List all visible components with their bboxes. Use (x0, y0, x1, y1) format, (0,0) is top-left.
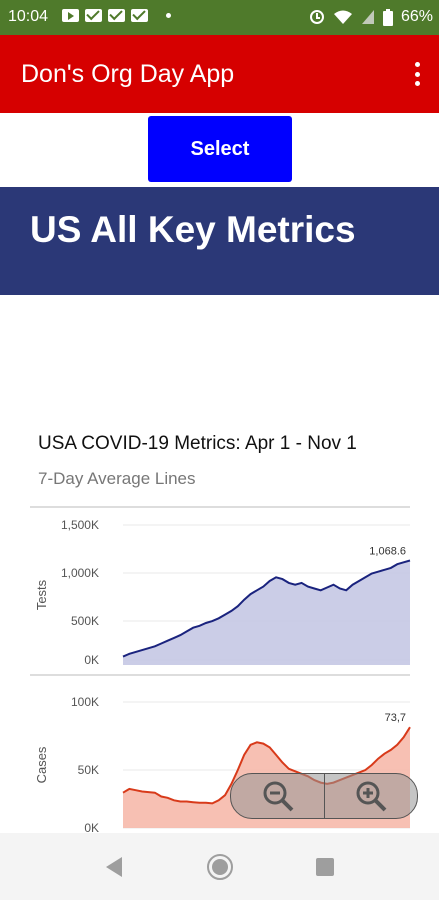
battery-icon (382, 8, 393, 26)
zoom-in-button[interactable] (324, 774, 417, 818)
select-button[interactable]: Select (148, 116, 292, 182)
youtube-icon (62, 9, 79, 22)
tests-end-label: 1,068.6 (369, 545, 406, 557)
cases-tick-label: 100K (71, 695, 99, 709)
mail-icon (131, 9, 148, 22)
chart-title: USA COVID-19 Metrics: Apr 1 - Nov 1 (38, 433, 357, 454)
battery-percent: 66% (400, 8, 433, 25)
app-title: Don's Org Day App (21, 60, 235, 88)
zoom-control[interactable] (230, 773, 418, 819)
mail-icon (85, 9, 102, 22)
back-button[interactable] (84, 833, 144, 900)
back-icon (106, 856, 122, 877)
overflow-menu-icon[interactable] (415, 62, 421, 86)
home-icon (207, 853, 233, 880)
status-bar: 10:04 66% (0, 0, 439, 35)
tests-line (122, 559, 411, 658)
cases-tick-label: 0K (84, 821, 99, 833)
cases-end-label: 73,7 (385, 712, 406, 724)
recents-button[interactable] (295, 833, 355, 900)
cases-axis-label: Cases (34, 746, 49, 783)
zoom-in-icon (356, 781, 386, 812)
tests-area (123, 560, 410, 665)
zoom-out-icon (263, 781, 293, 812)
chart-subtitle: 7-Day Average Lines (38, 469, 196, 488)
metrics-banner: US All Key Metrics (0, 187, 439, 295)
signal-icon (361, 10, 374, 24)
tests-tick-label: 500K (71, 614, 99, 628)
cases-line (122, 726, 411, 805)
sync-icon (309, 10, 324, 24)
tests-tick-label: 0K (84, 653, 99, 667)
tests-axis-label: Tests (34, 579, 49, 610)
app-bar: Don's Org Day App (0, 35, 439, 113)
zoom-out-button[interactable] (231, 774, 325, 818)
recents-icon (316, 857, 334, 876)
status-time: 10:04 (8, 8, 49, 25)
home-button[interactable] (190, 833, 250, 900)
cases-tick-label: 50K (78, 763, 99, 777)
tests-tick-label: 1,000K (61, 566, 99, 580)
wifi-icon (333, 10, 352, 24)
nav-bar (0, 833, 439, 900)
tests-tick-label: 1,500K (61, 518, 99, 532)
status-right: 66% (309, 8, 433, 26)
notification-icons (62, 9, 171, 22)
dot-icon (166, 13, 171, 18)
mail-icon (108, 9, 125, 22)
banner-title: US All Key Metrics (30, 209, 356, 250)
